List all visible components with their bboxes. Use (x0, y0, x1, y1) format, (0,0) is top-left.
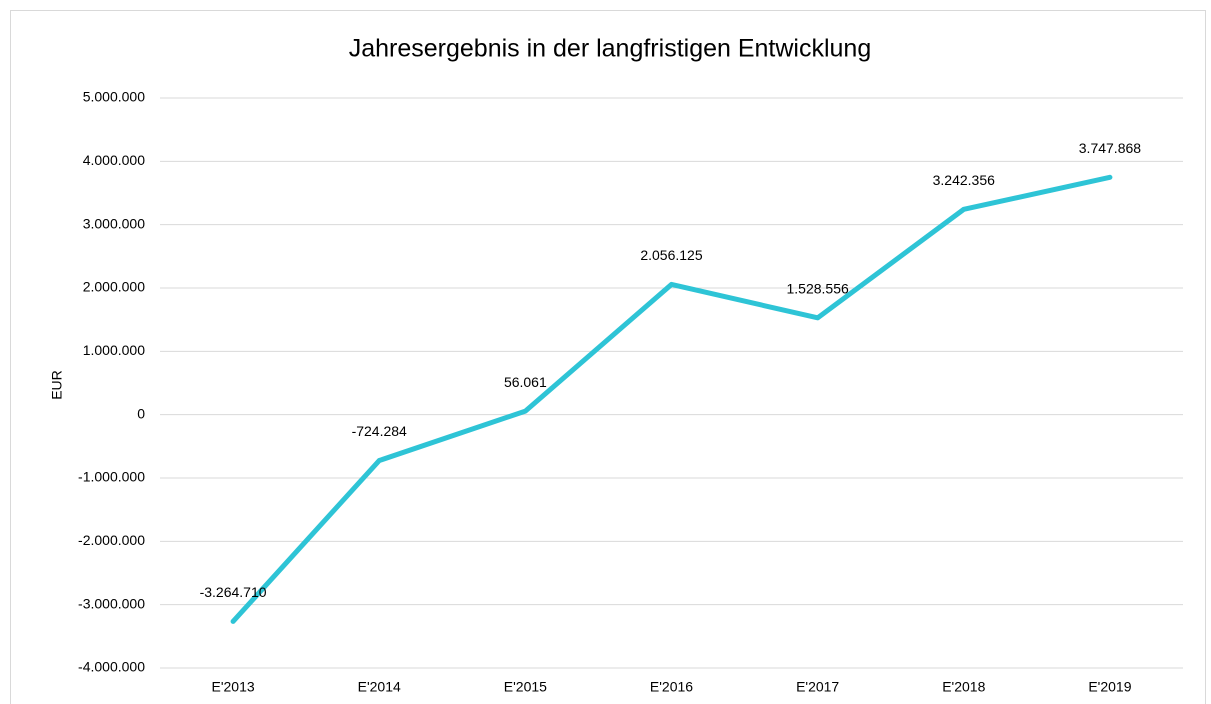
data-label: 56.061 (504, 374, 547, 390)
data-label: -724.284 (352, 423, 407, 439)
data-label: 3.242.356 (933, 172, 995, 188)
y-tick-label: -1.000.000 (78, 469, 145, 485)
y-tick-label: -3.000.000 (78, 595, 145, 611)
chart-border (10, 10, 1206, 704)
x-tick-label: E'2018 (942, 679, 985, 695)
y-tick-label: -2.000.000 (78, 532, 145, 548)
chart-title: Jahresergebnis in der langfristigen Entw… (349, 35, 872, 63)
y-tick-label: 0 (137, 405, 145, 421)
y-tick-label: 4.000.000 (83, 152, 145, 168)
y-tick-label: 3.000.000 (83, 215, 145, 231)
line (230, 174, 1113, 624)
y-tick-label: -4.000.000 (78, 659, 145, 675)
x-tick-label: E'2017 (796, 679, 839, 695)
y-tick-label: 1.000.000 (83, 342, 145, 358)
x-tick-label: E'2014 (358, 679, 401, 695)
data-label: -3.264.710 (200, 584, 267, 600)
x-tick-label: E'2016 (650, 679, 693, 695)
data-label: 1.528.556 (786, 281, 848, 297)
x-tick-label: E'2015 (504, 679, 547, 695)
y-axis-label: EUR (49, 370, 65, 400)
x-tick-label: E'2019 (1088, 679, 1131, 695)
y-tick-label: 2.000.000 (83, 279, 145, 295)
x-tick-label: E'2013 (211, 679, 254, 695)
y-tick-label: 5.000.000 (83, 89, 145, 105)
data-label: 2.056.125 (640, 247, 702, 263)
data-label: 3.747.868 (1079, 140, 1141, 156)
